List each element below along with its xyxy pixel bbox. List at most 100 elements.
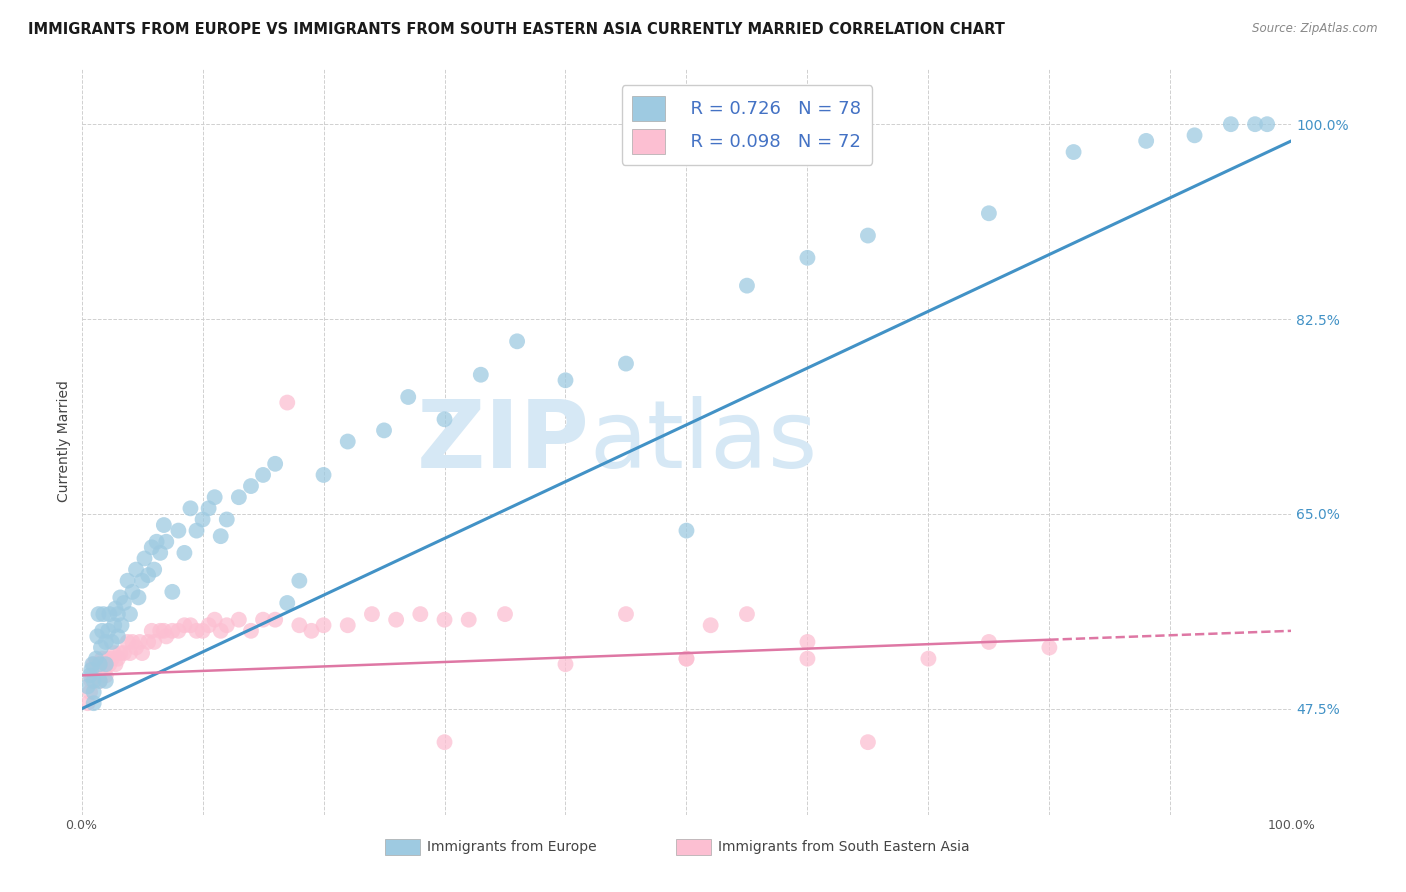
Point: [117, 635, 139, 649]
Point: [977, 635, 1000, 649]
Point: [179, 618, 201, 632]
Point: [457, 613, 479, 627]
Point: [1219, 117, 1241, 131]
Point: [125, 563, 148, 577]
Point: [83, 696, 105, 710]
Point: [614, 357, 637, 371]
Point: [264, 613, 287, 627]
Point: [209, 624, 232, 638]
Point: [699, 618, 721, 632]
Point: [204, 613, 226, 627]
Point: [173, 546, 195, 560]
Point: [735, 278, 758, 293]
Point: [107, 651, 129, 665]
Point: [252, 467, 274, 482]
Point: [162, 585, 184, 599]
Point: [131, 574, 153, 588]
Point: [396, 390, 419, 404]
Point: [153, 624, 176, 638]
Point: [228, 490, 250, 504]
Point: [80, 663, 103, 677]
Point: [118, 607, 141, 621]
Point: [336, 618, 359, 632]
Point: [84, 651, 107, 665]
Point: [141, 541, 163, 555]
Point: [162, 624, 184, 638]
Point: [614, 607, 637, 621]
Point: [252, 613, 274, 627]
Point: [91, 651, 114, 665]
Point: [856, 735, 879, 749]
Point: [93, 607, 115, 621]
Point: [134, 551, 156, 566]
Point: [186, 524, 208, 538]
Point: [149, 546, 172, 560]
Point: [1184, 128, 1206, 143]
Point: [796, 251, 818, 265]
Point: [470, 368, 492, 382]
Point: [433, 735, 456, 749]
Point: [104, 601, 127, 615]
Point: [675, 651, 697, 665]
Text: Source: ZipAtlas.com: Source: ZipAtlas.com: [1253, 22, 1378, 36]
Point: [385, 613, 408, 627]
Point: [94, 673, 117, 688]
Point: [141, 624, 163, 638]
Point: [856, 228, 879, 243]
Point: [179, 501, 201, 516]
Point: [89, 657, 111, 672]
Point: [264, 457, 287, 471]
Point: [117, 574, 139, 588]
Point: [90, 640, 112, 655]
Point: [104, 657, 127, 672]
Point: [76, 696, 98, 710]
Point: [98, 607, 121, 621]
Point: [312, 618, 335, 632]
Point: [796, 651, 818, 665]
Text: Immigrants from South Eastern Asia: Immigrants from South Eastern Asia: [717, 839, 969, 854]
Point: [83, 657, 105, 672]
Point: [76, 680, 98, 694]
Point: [554, 657, 576, 672]
Point: [209, 529, 232, 543]
Point: [86, 657, 108, 672]
Point: [94, 635, 117, 649]
Point: [94, 668, 117, 682]
Point: [494, 607, 516, 621]
Point: [101, 651, 124, 665]
Point: [433, 613, 456, 627]
Point: [79, 685, 101, 699]
Point: [131, 646, 153, 660]
Point: [112, 596, 135, 610]
Point: [336, 434, 359, 449]
Point: [93, 657, 115, 672]
Point: [197, 618, 219, 632]
Point: [675, 651, 697, 665]
Point: [121, 635, 143, 649]
Point: [149, 624, 172, 638]
Point: [97, 651, 120, 665]
Point: [361, 607, 384, 621]
Point: [84, 668, 107, 682]
Point: [143, 635, 166, 649]
Point: [121, 585, 143, 599]
Point: [204, 490, 226, 504]
Point: [128, 635, 150, 649]
Point: [977, 206, 1000, 220]
Point: [153, 518, 176, 533]
Point: [89, 673, 111, 688]
Text: Immigrants from Europe: Immigrants from Europe: [427, 839, 598, 854]
Point: [239, 624, 262, 638]
Point: [125, 640, 148, 655]
Point: [554, 830, 576, 844]
Point: [86, 629, 108, 643]
Point: [143, 563, 166, 577]
Point: [90, 663, 112, 677]
Point: [215, 512, 238, 526]
Point: [112, 646, 135, 660]
Point: [239, 479, 262, 493]
Point: [191, 512, 214, 526]
Text: IMMIGRANTS FROM EUROPE VS IMMIGRANTS FROM SOUTH EASTERN ASIA CURRENTLY MARRIED C: IMMIGRANTS FROM EUROPE VS IMMIGRANTS FRO…: [28, 22, 1005, 37]
Point: [103, 618, 125, 632]
Point: [173, 618, 195, 632]
